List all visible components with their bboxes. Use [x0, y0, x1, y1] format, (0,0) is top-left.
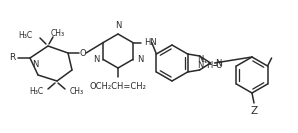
- Text: N: N: [137, 55, 143, 64]
- Text: OCH₂CH=CH₂: OCH₂CH=CH₂: [90, 82, 146, 91]
- Text: N: N: [93, 55, 99, 64]
- Text: H: H: [207, 61, 213, 70]
- Text: N: N: [32, 60, 38, 69]
- Text: CH₃: CH₃: [70, 86, 84, 95]
- Text: N: N: [215, 59, 222, 68]
- Text: CH₃: CH₃: [51, 30, 65, 38]
- Text: HN: HN: [144, 38, 156, 47]
- Text: H₃C: H₃C: [29, 86, 43, 95]
- Text: R: R: [9, 53, 15, 63]
- Text: Z: Z: [250, 106, 257, 116]
- Text: N: N: [115, 21, 121, 30]
- Text: O: O: [215, 61, 222, 70]
- Text: H₃C: H₃C: [18, 32, 32, 41]
- Text: O: O: [80, 49, 86, 57]
- Text: N: N: [197, 55, 204, 65]
- Text: N: N: [197, 61, 204, 70]
